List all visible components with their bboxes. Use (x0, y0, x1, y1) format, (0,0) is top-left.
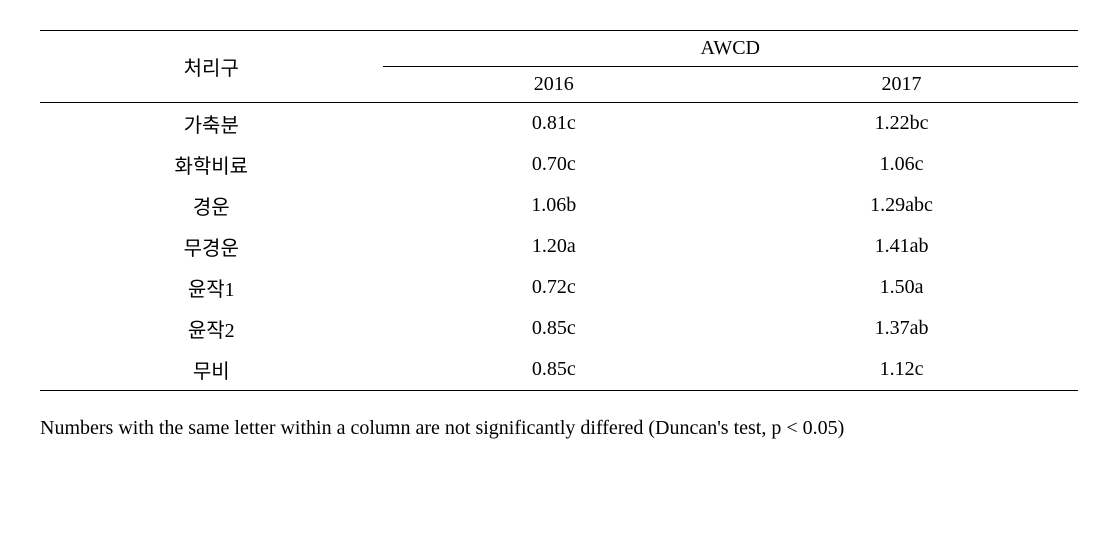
row-label: 윤작1 (40, 267, 383, 308)
cell-2017: 1.22bc (725, 103, 1078, 145)
table-row: 경운1.06b1.29abc (40, 185, 1078, 226)
table-row: 윤작20.85c1.37ab (40, 308, 1078, 349)
group-header-awcd: AWCD (383, 31, 1078, 67)
cell-2017: 1.06c (725, 144, 1078, 185)
row-label: 윤작2 (40, 308, 383, 349)
cell-2017: 1.29abc (725, 185, 1078, 226)
row-label: 가축분 (40, 103, 383, 145)
cell-2016: 1.20a (383, 226, 726, 267)
cell-2016: 1.06b (383, 185, 726, 226)
cell-2017: 1.41ab (725, 226, 1078, 267)
table-caption: Numbers with the same letter within a co… (40, 409, 1078, 447)
row-label-header: 처리구 (40, 31, 383, 103)
row-label: 경운 (40, 185, 383, 226)
cell-2016: 0.70c (383, 144, 726, 185)
table-row: 화학비료0.70c1.06c (40, 144, 1078, 185)
cell-2016: 0.81c (383, 103, 726, 145)
year-header-2016: 2016 (383, 67, 726, 103)
table-row: 가축분0.81c1.22bc (40, 103, 1078, 145)
cell-2016: 0.85c (383, 349, 726, 391)
table-row: 무경운1.20a1.41ab (40, 226, 1078, 267)
table-row: 윤작10.72c1.50a (40, 267, 1078, 308)
cell-2017: 1.50a (725, 267, 1078, 308)
awcd-table: 처리구 AWCD 2016 2017 가축분0.81c1.22bc화학비료0.7… (40, 30, 1078, 391)
table-row: 무비0.85c1.12c (40, 349, 1078, 391)
cell-2017: 1.37ab (725, 308, 1078, 349)
year-header-2017: 2017 (725, 67, 1078, 103)
cell-2016: 0.85c (383, 308, 726, 349)
row-label: 무경운 (40, 226, 383, 267)
row-label: 무비 (40, 349, 383, 391)
cell-2017: 1.12c (725, 349, 1078, 391)
cell-2016: 0.72c (383, 267, 726, 308)
row-label: 화학비료 (40, 144, 383, 185)
